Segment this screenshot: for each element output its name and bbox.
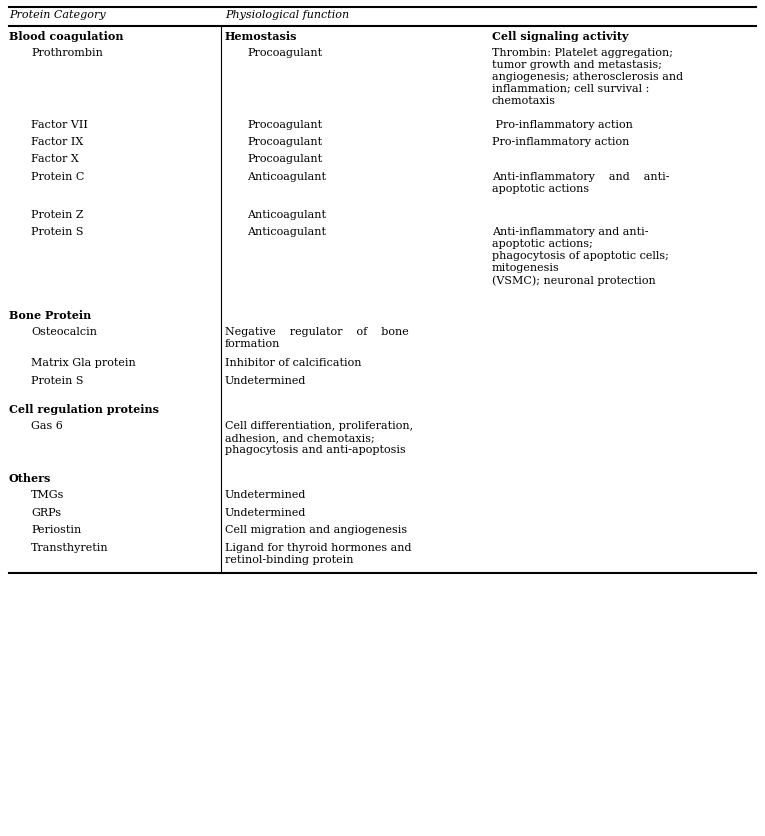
Text: Pro-inflammatory action: Pro-inflammatory action — [492, 120, 633, 130]
Text: Cell migration and angiogenesis: Cell migration and angiogenesis — [225, 524, 407, 534]
Text: Procoagulant: Procoagulant — [247, 137, 322, 147]
Text: GRPs: GRPs — [31, 507, 61, 517]
Text: Anticoagulant: Anticoagulant — [247, 210, 326, 220]
Text: Inhibitor of calcification: Inhibitor of calcification — [225, 358, 362, 368]
Text: TMGs: TMGs — [31, 490, 64, 499]
Text: Physiological function: Physiological function — [225, 10, 349, 20]
Text: Factor X: Factor X — [31, 155, 79, 165]
Text: Matrix Gla protein: Matrix Gla protein — [31, 358, 135, 368]
Text: Anti-inflammatory    and    anti-
apoptotic actions: Anti-inflammatory and anti- apoptotic ac… — [492, 171, 669, 194]
Text: Protein C: Protein C — [31, 171, 84, 181]
Text: Anticoagulant: Anticoagulant — [247, 227, 326, 237]
Text: Factor IX: Factor IX — [31, 137, 83, 147]
Text: Protein Z: Protein Z — [31, 210, 83, 220]
Text: Protein Category: Protein Category — [9, 10, 106, 20]
Text: Procoagulant: Procoagulant — [247, 120, 322, 130]
Text: Anticoagulant: Anticoagulant — [247, 171, 326, 181]
Text: Negative    regulator    of    bone
formation: Negative regulator of bone formation — [225, 327, 409, 349]
Text: Bone Protein: Bone Protein — [9, 309, 91, 320]
Text: Cell signaling activity: Cell signaling activity — [492, 30, 629, 42]
Text: Cell regulation proteins: Cell regulation proteins — [9, 403, 159, 415]
Text: Protein S: Protein S — [31, 375, 83, 385]
Text: Hemostasis: Hemostasis — [225, 30, 298, 42]
Text: Others: Others — [9, 472, 51, 483]
Text: Undetermined: Undetermined — [225, 375, 306, 385]
Text: Periostin: Periostin — [31, 524, 81, 534]
Text: Procoagulant: Procoagulant — [247, 48, 322, 58]
Text: Undetermined: Undetermined — [225, 507, 306, 517]
Text: Transthyretin: Transthyretin — [31, 542, 109, 552]
Text: Ligand for thyroid hormones and
retinol-binding protein: Ligand for thyroid hormones and retinol-… — [225, 542, 412, 564]
Text: Gas 6: Gas 6 — [31, 421, 63, 431]
Text: Blood coagulation: Blood coagulation — [9, 30, 123, 42]
Text: Cell differentiation, proliferation,
adhesion, and chemotaxis;
phagocytosis and : Cell differentiation, proliferation, adh… — [225, 421, 413, 455]
Text: Factor VII: Factor VII — [31, 120, 88, 130]
Text: Anti-inflammatory and anti-
apoptotic actions;
phagocytosis of apoptotic cells;
: Anti-inflammatory and anti- apoptotic ac… — [492, 227, 669, 286]
Text: Prothrombin: Prothrombin — [31, 48, 103, 58]
Text: Undetermined: Undetermined — [225, 490, 306, 499]
Text: Thrombin: Platelet aggregation;
tumor growth and metastasis;
angiogenesis; ather: Thrombin: Platelet aggregation; tumor gr… — [492, 48, 683, 106]
Text: Pro-inflammatory action: Pro-inflammatory action — [492, 137, 630, 147]
Text: Procoagulant: Procoagulant — [247, 155, 322, 165]
Text: Protein S: Protein S — [31, 227, 83, 237]
Text: Osteocalcin: Osteocalcin — [31, 327, 97, 337]
